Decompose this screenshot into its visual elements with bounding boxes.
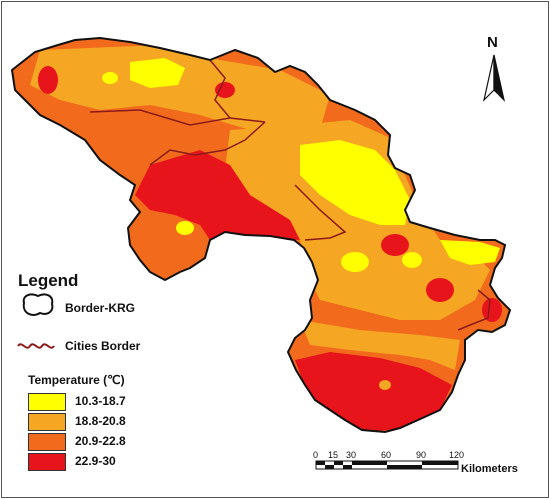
zone-10-3-18-7-spot (102, 72, 118, 84)
scale-tick-label: 15 (328, 450, 339, 460)
zone-10-3-18-7-east (440, 240, 500, 265)
krg-border-outline (10, 36, 512, 434)
scale-bar (315, 460, 459, 470)
zone-10-3-18-7-central (300, 140, 410, 225)
north-arrow-icon (482, 54, 506, 102)
zone-10-3-18-7-spot (176, 221, 194, 235)
zone-22-9-30-central-west (135, 150, 300, 240)
legend-swatch-3 (28, 453, 66, 471)
zone-18-8-20-8-north (30, 45, 330, 140)
zone-18-8-20-8-central (225, 120, 490, 320)
cities-border-line (209, 59, 231, 119)
legend-class-label: 20.9-22.8 (75, 434, 126, 448)
cities-border-line (294, 184, 347, 241)
border-krg-label: Border-KRG (65, 301, 136, 315)
scale-tick-label: 60 (381, 450, 392, 460)
zone-10-3-18-7-spot (402, 252, 422, 268)
cities-border-line (149, 121, 266, 166)
temperature-legend-title: Temperature (℃) (28, 373, 125, 387)
north-label: N (487, 34, 498, 51)
zone-18-8-20-8-spot (379, 380, 391, 390)
zone-10-3-18-7-northwest (130, 58, 185, 88)
cities-border-line (89, 109, 266, 126)
legend-swatch-2 (28, 433, 66, 451)
legend-swatch-1 (28, 413, 66, 431)
legend-class-label: 18.8-20.8 (75, 414, 126, 428)
cities-border-symbol (17, 343, 55, 349)
zone-22-9-30-spot (482, 298, 502, 322)
scale-tick-label: 30 (346, 450, 357, 460)
zone-22-9-30-spot (38, 66, 58, 94)
zone-10-3-18-7-spot (341, 252, 369, 272)
legend-class-label: 10.3-18.7 (75, 394, 126, 408)
legend-class-label: 22.9-30 (75, 454, 116, 468)
border-krg-symbol (22, 293, 54, 316)
cities-border-label: Cities Border (65, 339, 141, 353)
cities-border-line (457, 289, 491, 331)
scale-tick-label: 0 (313, 450, 319, 460)
legend-title: Legend (18, 271, 79, 290)
zone-22-9-30-spot (215, 82, 235, 98)
legend-swatch-0 (28, 393, 66, 411)
scale-unit-label: Kilometers (461, 463, 518, 475)
zone-18-8-20-8-south (300, 320, 460, 370)
scale-tick-label: 120 (449, 450, 465, 460)
zone-22-9-30-spot (381, 234, 409, 256)
scale-tick-label: 90 (416, 450, 427, 460)
zone-22-9-30-spot (426, 278, 454, 302)
